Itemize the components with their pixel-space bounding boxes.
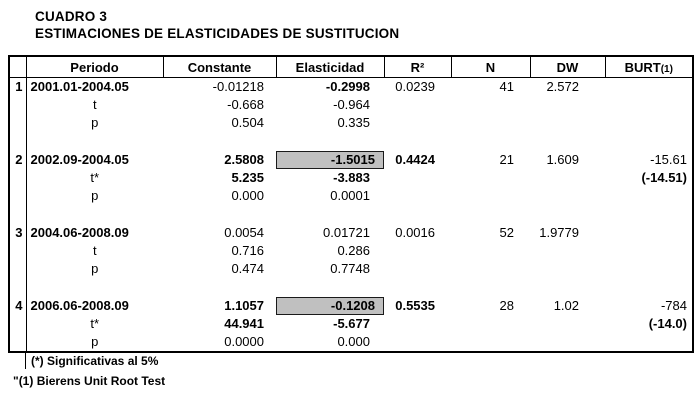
table-number-title: CUADRO 3 — [35, 9, 108, 24]
dw-value: 1.609 — [546, 152, 579, 167]
p-label: p — [91, 115, 99, 130]
estimates-table: Periodo Constante Elasticidad R² N DW BU… — [8, 55, 694, 353]
stat-label: t — [92, 97, 97, 112]
burt-label: BURT — [624, 59, 661, 75]
period-cell: 2006.06-2008.09 — [30, 298, 129, 313]
table-subtitle: ESTIMACIONES DE ELASTICIDADES DE SUSTITU… — [35, 26, 400, 41]
block-1-t-row: t -0.668 -0.964 — [9, 96, 693, 114]
constante-value: -0.01218 — [212, 79, 264, 94]
header-cell-empty — [8, 55, 27, 78]
period-cell: 2001.01-2004.05 — [30, 79, 129, 94]
burt-t: (-14.51) — [641, 170, 687, 185]
row-number: 3 — [9, 224, 27, 242]
constante-p: 0.0000 — [224, 334, 264, 349]
elasticidad-t: 0.286 — [337, 243, 370, 258]
block-3-t-row: t 0.716 0.286 — [9, 242, 693, 260]
constante-p: 0.474 — [231, 261, 264, 276]
n-value: 52 — [499, 225, 514, 240]
table-header-row: Periodo Constante Elasticidad R² N DW BU… — [8, 55, 694, 78]
burt-value — [605, 78, 693, 97]
block-3-p-row: p 0.474 0.7748 — [9, 260, 693, 278]
constante-t: 44.941 — [224, 316, 264, 331]
elasticidad-t: -5.677 — [333, 316, 370, 331]
footnote-bierens: "(1) Bierens Unit Root Test — [13, 374, 166, 388]
dw-value: 1.02 — [553, 298, 579, 313]
spacer-row — [9, 278, 693, 297]
highlighted-elasticidad-value: -0.1208 — [276, 297, 384, 315]
footnote-significance: (*) Significativas al 5% — [25, 353, 698, 369]
block-1-p-row: p 0.504 0.335 — [9, 114, 693, 132]
block-2-t-row: t* 5.235 -3.883 (-14.51) — [9, 169, 693, 187]
dw-value: 2.572 — [546, 79, 579, 94]
document-title: CUADRO 3 ESTIMACIONES DE ELASTICIDADES D… — [35, 8, 698, 42]
constante-p: 0.000 — [231, 188, 264, 203]
block-3-main-row: 3 2004.06-2008.09 0.0054 0.01721 0.0016 … — [9, 224, 693, 242]
r2-value: 0.5535 — [395, 298, 435, 313]
block-4-p-row: p 0.0000 0.000 — [9, 333, 693, 352]
block-4-main-row: 4 2006.06-2008.09 1.1057 -0.1208 0.5535 … — [9, 297, 693, 315]
r2-value: 0.4424 — [395, 152, 435, 167]
block-2-p-row: p 0.000 0.0001 — [9, 187, 693, 205]
constante-t: 0.716 — [231, 243, 264, 258]
elasticidad-t: -0.964 — [333, 97, 370, 112]
stat-label: t — [92, 243, 97, 258]
n-value: 41 — [499, 79, 514, 94]
p-label: p — [91, 261, 99, 276]
r2-value: 0.0016 — [395, 225, 435, 240]
constante-value: 2.5808 — [224, 152, 264, 167]
block-4-t-row: t* 44.941 -5.677 (-14.0) — [9, 315, 693, 333]
spacer-row — [9, 205, 693, 224]
n-value: 28 — [499, 298, 514, 313]
header-cell-periodo: Periodo — [25, 55, 164, 78]
header-cell-elasticidad: Elasticidad — [275, 55, 385, 78]
burt-t — [605, 96, 693, 114]
burt-footnote-marker: (1) — [660, 63, 673, 75]
block-1-main-row: 1 2001.01-2004.05 -0.01218 -0.2998 0.023… — [9, 77, 693, 97]
header-cell-n: N — [450, 55, 531, 78]
period-cell: 2004.06-2008.09 — [30, 225, 129, 240]
row-number: 2 — [9, 151, 27, 169]
block-2-main-row: 2 2002.09-2004.05 2.5808 -1.5015 0.4424 … — [9, 151, 693, 169]
elasticidad-p: 0.335 — [337, 115, 370, 130]
period-cell: 2002.09-2004.05 — [30, 152, 129, 167]
burt-t — [605, 242, 693, 260]
burt-value: -784 — [660, 298, 687, 313]
row-number: 1 — [9, 77, 27, 96]
elasticidad-t: -3.883 — [333, 170, 370, 185]
header-cell-r2: R² — [383, 55, 452, 78]
constante-t: 5.235 — [231, 170, 264, 185]
elasticidad-p: 0.0001 — [330, 188, 370, 203]
header-cell-burt: BURT(1) — [604, 55, 694, 78]
constante-t: -0.668 — [227, 97, 264, 112]
n-value: 21 — [499, 152, 514, 167]
stat-label: t* — [90, 316, 100, 331]
stat-label: t* — [90, 170, 100, 185]
burt-t: (-14.0) — [648, 316, 687, 331]
burt-value — [605, 224, 693, 242]
spacer-row — [9, 132, 693, 151]
burt-value: -15.61 — [650, 152, 687, 167]
constante-p: 0.504 — [231, 115, 264, 130]
header-cell-dw: DW — [529, 55, 606, 78]
elasticidad-p: 0.000 — [337, 334, 370, 349]
highlighted-elasticidad-value: -1.5015 — [276, 151, 384, 169]
constante-value: 0.0054 — [224, 225, 264, 240]
dw-value: 1.9779 — [539, 225, 579, 240]
elasticidad-p: 0.7748 — [330, 261, 370, 276]
header-cell-constante: Constante — [162, 55, 277, 78]
p-label: p — [91, 334, 99, 349]
row-number: 4 — [9, 297, 27, 315]
constante-value: 1.1057 — [224, 298, 264, 313]
r2-value: 0.0239 — [395, 79, 435, 94]
elasticidad-value: -0.2998 — [325, 79, 370, 94]
p-label: p — [91, 188, 99, 203]
elasticidad-value: 0.01721 — [323, 225, 370, 240]
